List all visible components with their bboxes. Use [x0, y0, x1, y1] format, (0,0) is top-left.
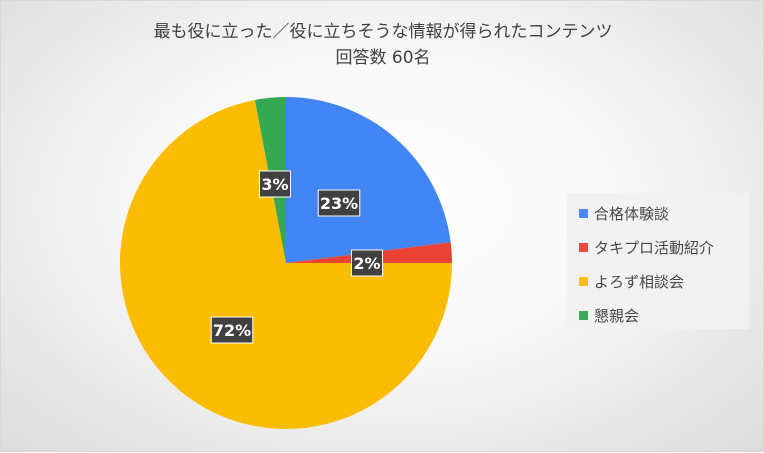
data-label-box-1	[351, 249, 383, 277]
legend-item-2: よろず相談会	[579, 271, 684, 292]
data-label-text-0: 23%	[320, 194, 358, 213]
pie-slice-2	[119, 99, 452, 430]
legend-item-3: 懇親会	[579, 305, 639, 326]
legend-swatch-0	[579, 209, 588, 218]
legend: 合格体験談 タキプロ活動紹介 よろず相談会 懇親会	[567, 193, 749, 329]
data-label-box-3	[259, 170, 291, 198]
data-label-box-0	[317, 189, 361, 217]
data-label-1: 2%	[351, 249, 383, 277]
legend-swatch-3	[579, 311, 588, 320]
legend-item-1: タキプロ活動紹介	[579, 237, 714, 258]
data-label-2: 72%	[210, 316, 254, 344]
legend-swatch-2	[579, 277, 588, 286]
legend-label-2: よろず相談会	[594, 273, 685, 291]
legend-item-0: 合格体験談	[579, 203, 669, 224]
data-label-box-2	[210, 316, 254, 344]
legend-label-1: タキプロ活動紹介	[594, 239, 715, 257]
data-label-text-1: 2%	[353, 254, 380, 273]
data-label-text-2: 72%	[213, 321, 251, 340]
legend-label-3: 懇親会	[594, 307, 640, 325]
legend-swatch-1	[579, 243, 588, 252]
chart-title: 最も役に立った／役に立ちそうな情報が得られたコンテンツ	[153, 22, 613, 42]
legend-label-0: 合格体験談	[594, 205, 670, 223]
data-label-text-3: 3%	[261, 175, 288, 194]
chart-subtitle: 回答数 60名	[335, 48, 431, 68]
data-label-0: 23%	[317, 189, 361, 217]
chart-title-block: 最も役に立った／役に立ちそうな情報が得られたコンテンツ 回答数 60名	[1, 19, 764, 71]
data-label-3: 3%	[259, 170, 291, 198]
pie-slice-0	[286, 97, 451, 263]
